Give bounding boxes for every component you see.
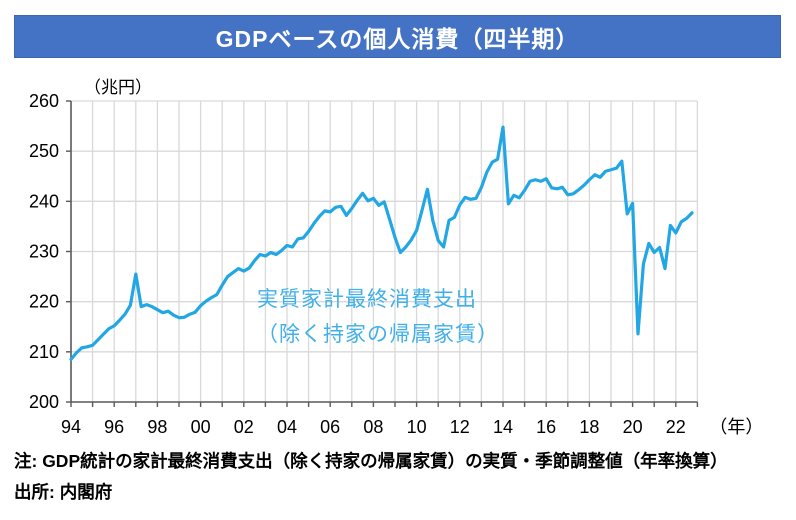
x-tick-label: 06 <box>320 417 340 437</box>
series-annotation-line1: 実質家計最終消費支出 <box>257 288 477 311</box>
y-tick-label: 260 <box>29 91 59 111</box>
y-tick-label: 230 <box>29 242 59 262</box>
note-text: 注: GDP統計の家計最終消費支出（除く持家の帰属家賃）の実質・季節調整値（年率… <box>14 451 728 471</box>
x-tick-label: 98 <box>147 417 167 437</box>
x-tick-label: 16 <box>536 417 556 437</box>
y-axis-unit-label: （兆円） <box>84 78 152 97</box>
y-tick-label: 200 <box>29 392 59 412</box>
consumption-line-series <box>69 125 694 361</box>
series-annotation: 実質家計最終消費支出 （除く持家の帰属家賃） <box>257 282 499 352</box>
chart-title: GDPベースの個人消費（四半期） <box>215 25 580 52</box>
y-tick-label: 250 <box>29 141 59 161</box>
x-tick-label: 02 <box>234 417 254 437</box>
x-tick-label: 00 <box>191 417 211 437</box>
x-tick-label: 08 <box>363 417 383 437</box>
x-tick-label: 18 <box>579 417 599 437</box>
x-tick-label: 20 <box>623 417 643 437</box>
source-text: 出所: 内閣府 <box>14 482 113 502</box>
y-tick-label: 240 <box>29 191 59 211</box>
chart-title-banner: GDPベースの個人消費（四半期） <box>14 15 781 58</box>
x-tick-label: 94 <box>61 417 81 437</box>
footnotes: 注: GDP統計の家計最終消費支出（除く持家の帰属家賃）の実質・季節調整値（年率… <box>14 446 786 508</box>
x-tick-label: 22 <box>666 417 686 437</box>
x-tick-label: 96 <box>104 417 124 437</box>
x-tick-label: 10 <box>407 417 427 437</box>
y-tick-label: 220 <box>29 292 59 312</box>
y-tick-label: 210 <box>29 342 59 362</box>
x-tick-label: 14 <box>493 417 513 437</box>
x-tick-label: 04 <box>277 417 297 437</box>
x-axis-unit-label: （年） <box>709 417 763 437</box>
x-tick-label: 12 <box>450 417 470 437</box>
series-annotation-line2: （除く持家の帰属家賃） <box>257 323 499 346</box>
